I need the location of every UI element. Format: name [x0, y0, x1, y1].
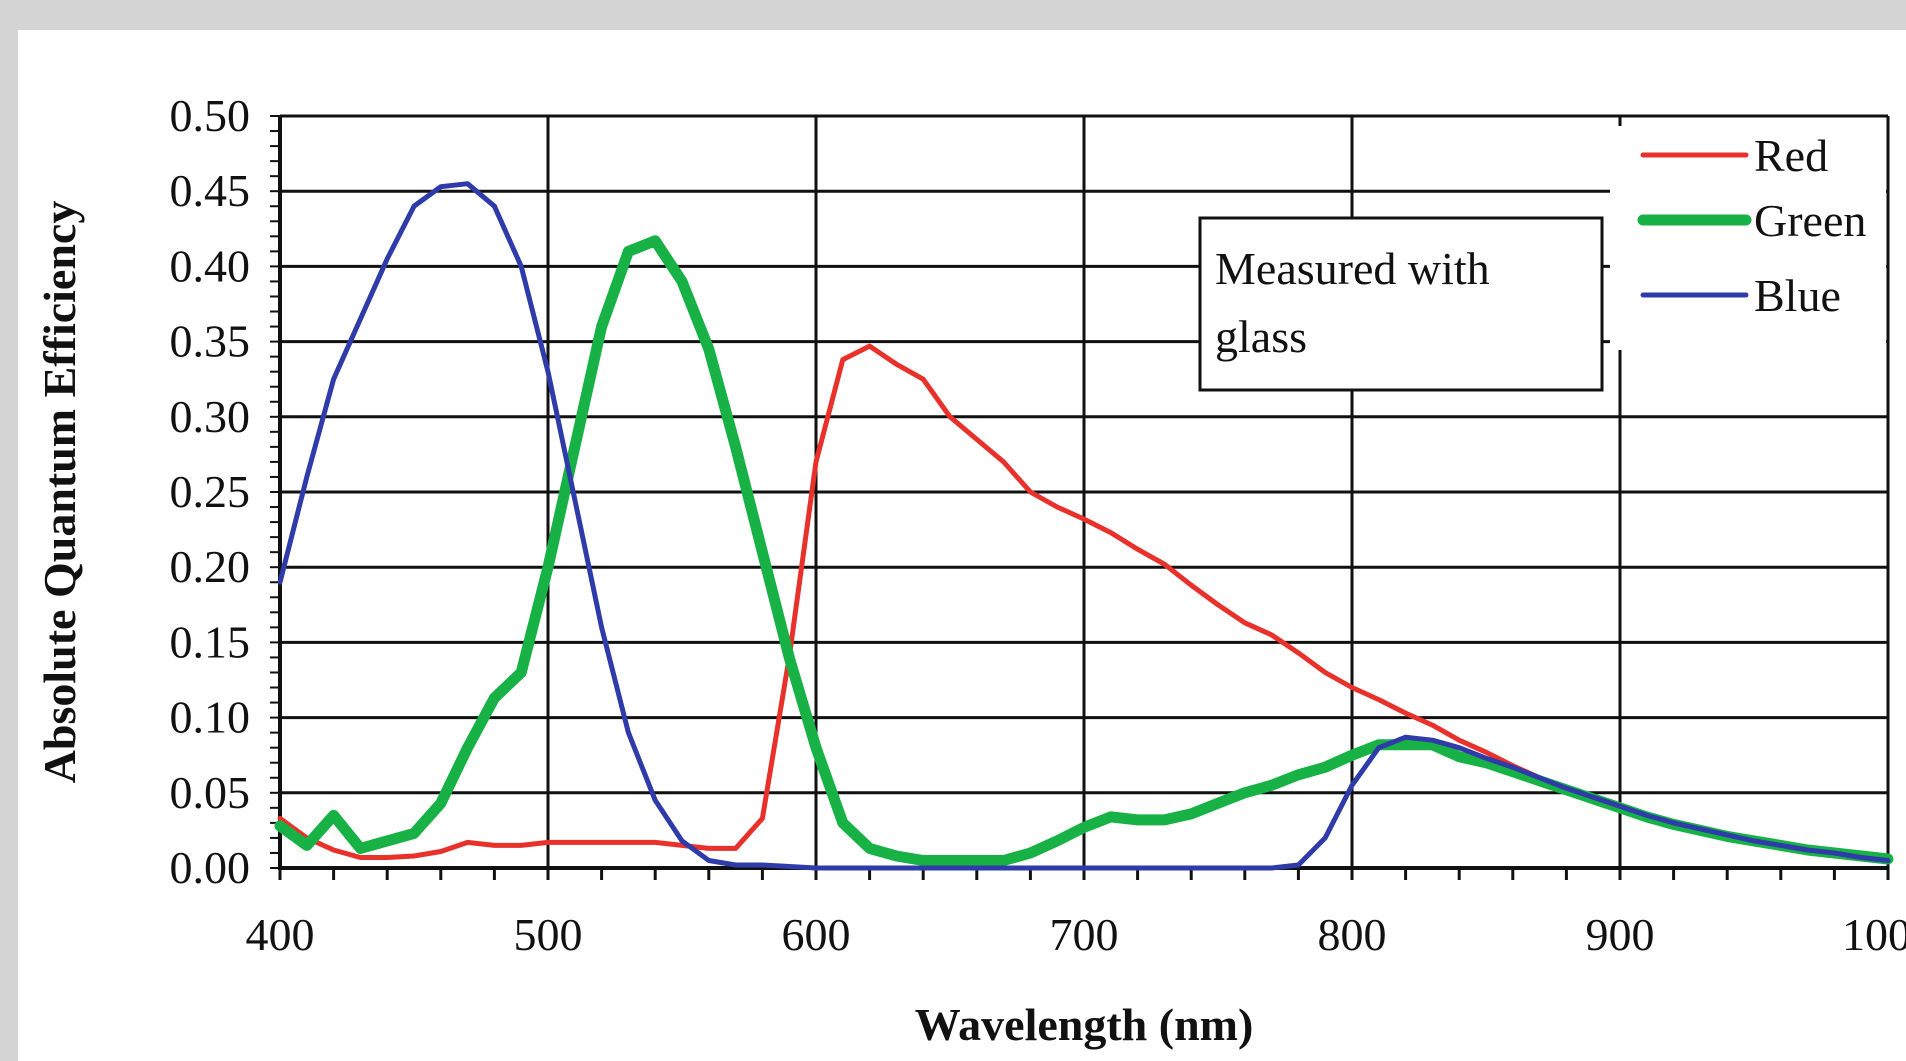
y-tick-label: 0.00 [170, 842, 251, 893]
annotation-line-2: glass [1215, 311, 1307, 362]
series-lines [274, 181, 1894, 871]
y-tick-label: 0.45 [170, 165, 251, 216]
quantum-efficiency-chart: 0.00 0.05 0.10 0.15 0.20 0.25 0.30 0.35 0.40 0.45… [34, 90, 1906, 1050]
legend-label-red: Red [1754, 130, 1828, 181]
legend-label-green: Green [1754, 195, 1866, 246]
x-axis-title: Wavelength (nm) [915, 999, 1254, 1050]
x-tick-label: 900 [1586, 909, 1655, 960]
y-tick-label: 0.05 [170, 767, 251, 818]
x-tick-label: 500 [514, 909, 583, 960]
y-axis-title: Absolute Quantum Efficiency [34, 201, 85, 784]
annotation-box: Measured with glass [1198, 216, 1604, 392]
chart-frame: 0.00 0.05 0.10 0.15 0.20 0.25 0.30 0.35 0.40 0.45… [18, 30, 1906, 1061]
y-tick-label: 0.10 [170, 692, 251, 743]
annotation-line-1: Measured with [1215, 243, 1490, 294]
x-tick-label: 800 [1318, 909, 1387, 960]
blue-series-line [277, 181, 1891, 871]
legend-label-blue: Blue [1754, 270, 1841, 321]
x-tick-label: 400 [246, 909, 315, 960]
y-tick-label: 0.40 [170, 240, 251, 291]
x-tick-label: 1000 [1842, 909, 1906, 960]
tick-labels: 0.00 0.05 0.10 0.15 0.20 0.25 0.30 0.35 0.40 0.45… [170, 90, 1906, 960]
legend: Red Green Blue [1610, 126, 1886, 350]
y-tick-label: 0.25 [170, 466, 251, 517]
y-tick-label: 0.50 [170, 90, 251, 141]
y-tick-label: 0.30 [170, 391, 251, 442]
x-tick-label: 700 [1050, 909, 1119, 960]
y-tick-label: 0.35 [170, 316, 251, 367]
y-tick-label: 0.15 [170, 616, 251, 667]
y-tick-label: 0.20 [170, 541, 251, 592]
x-tick-label: 600 [782, 909, 851, 960]
